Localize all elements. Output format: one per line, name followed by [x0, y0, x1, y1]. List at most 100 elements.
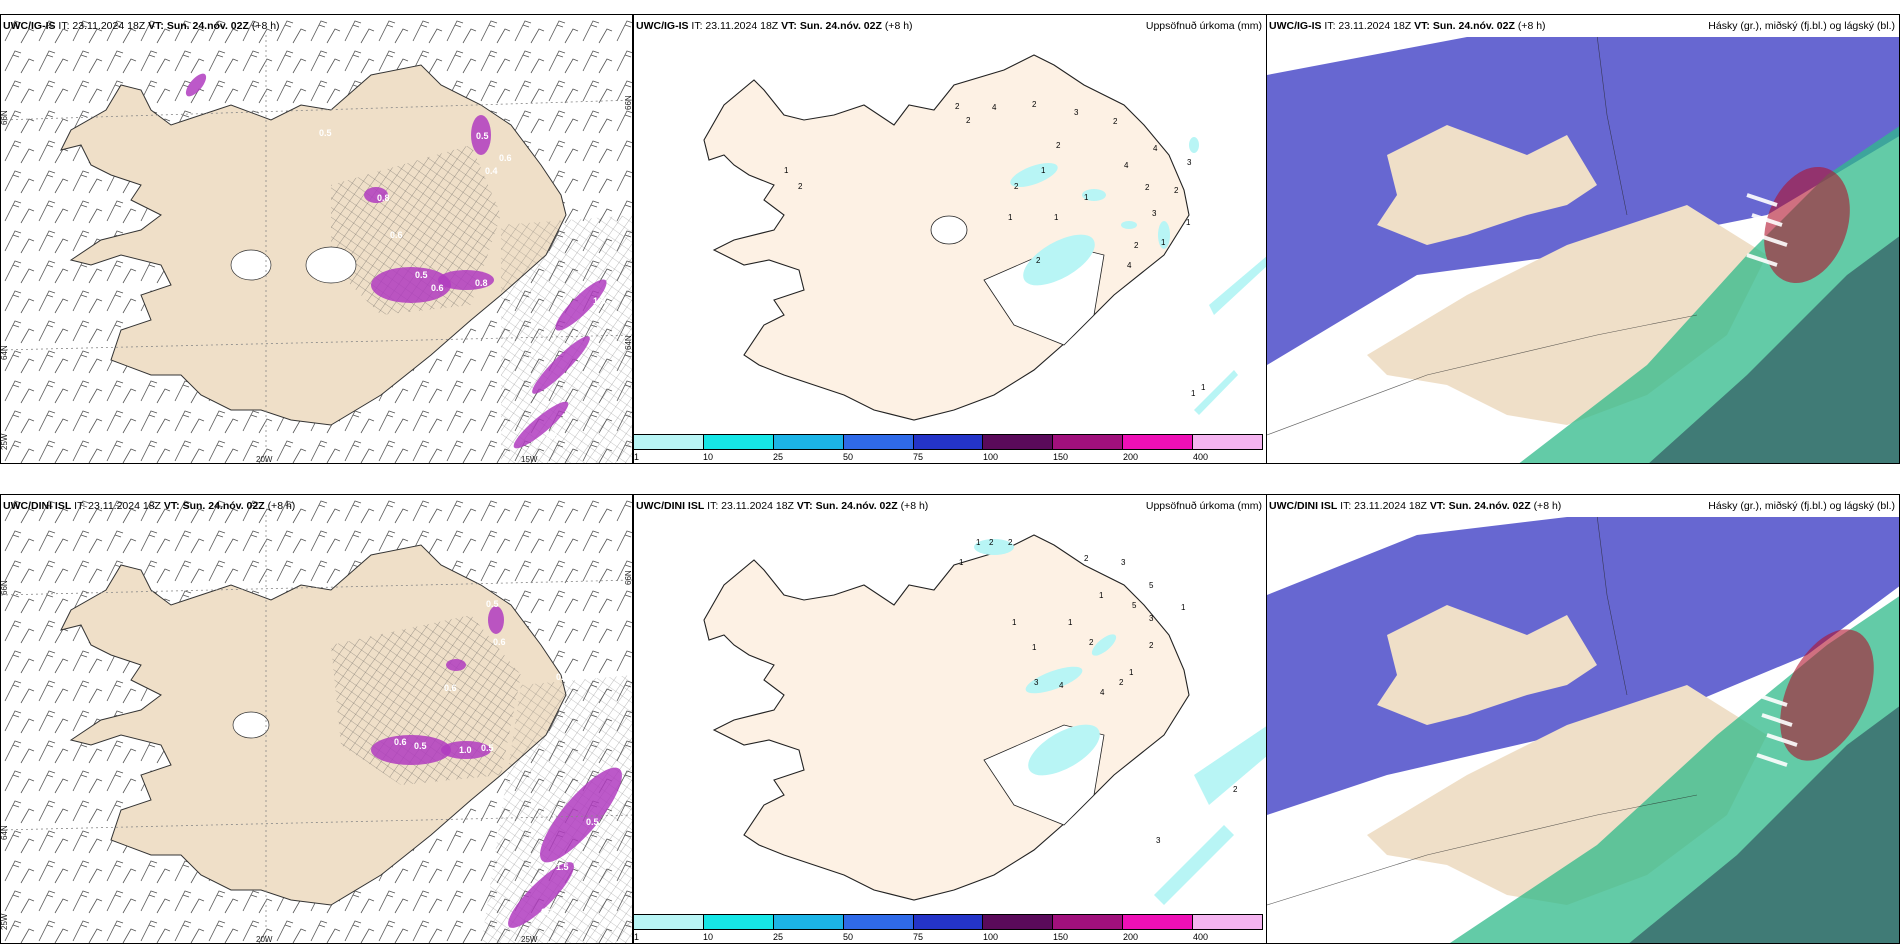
- colorbar-tick: 200: [1123, 452, 1139, 462]
- colorbar-swatch: [1123, 435, 1194, 449]
- colorbar-tick: 50: [843, 932, 854, 942]
- iceland-land: [703, 534, 1190, 901]
- precip-label: 1: [1161, 238, 1166, 247]
- snow-label: 0.6: [493, 637, 506, 647]
- panel-subtitle: Hásky (gr.), miðský (fj.bl.) og lágský (…: [1708, 20, 1895, 32]
- precip-label: 3: [1152, 209, 1157, 218]
- precip-label: 3: [1156, 836, 1161, 845]
- precip-label: 1: [1181, 603, 1186, 612]
- snow-label: 0.5: [481, 743, 494, 753]
- snow-label: 0.6: [499, 153, 512, 163]
- precip-colorbar-bottom: [633, 914, 1263, 930]
- snow-label: 1.0: [459, 745, 472, 755]
- precip-label: 5: [1149, 581, 1154, 590]
- precip-label: 2: [989, 538, 994, 547]
- precip-label: 1: [1008, 213, 1013, 222]
- precip-label: 4: [1059, 681, 1064, 690]
- colorbar-swatch: [1053, 435, 1124, 449]
- precip-label: 5: [1132, 601, 1137, 610]
- panel-clouds-dini: UWC/DINI ISL IT: 23.11.2024 18Z VT: Sun.…: [1266, 494, 1900, 944]
- wind-map: 66N 66N 64N 25W 20W 25W 0.5 0.6 0.5 0.6 …: [1, 495, 633, 944]
- panel-subtitle: Uppsöfnuð úrkoma (mm): [1145, 500, 1262, 512]
- precip-label: 3: [1187, 158, 1192, 167]
- lon-label-15w: 25W: [521, 935, 538, 944]
- snow-label: 0.8: [377, 193, 390, 203]
- cloud-map: [1267, 514, 1899, 943]
- colorbar-swatch: [843, 435, 914, 449]
- precip-label: 1: [1099, 591, 1104, 600]
- precip-label: 1: [784, 166, 789, 175]
- precip-label: 1: [1191, 389, 1196, 398]
- colorbar-swatch: [983, 435, 1054, 449]
- snow-label: 0.6: [444, 683, 457, 693]
- precip-label: 2: [1014, 182, 1019, 191]
- snow-label: 0.5: [586, 817, 599, 827]
- precip-colorbar-top: [633, 434, 1263, 450]
- precip-label: 2: [1134, 241, 1139, 250]
- snow-label: 0.5: [319, 128, 332, 138]
- snow-label: 0.5: [476, 131, 489, 141]
- precip-label: 2: [1036, 256, 1041, 265]
- snow-label: 0.5: [415, 270, 428, 280]
- precip-label: 2: [1149, 641, 1154, 650]
- precip-label: 4: [1100, 688, 1105, 697]
- wind-map: 66N 66N 64N 64N 25W 20W 15W 0.5 0.5 0.4 …: [1, 15, 632, 463]
- precip-label: 2: [1113, 117, 1118, 126]
- colorbar-swatch: [634, 915, 704, 929]
- snow-label: 0.4: [485, 166, 498, 176]
- colorbar-tick: 150: [1053, 932, 1069, 942]
- colorbar-swatch: [843, 915, 914, 929]
- panel-header: UWC/IG-IS IT: 23.11.2024 18Z VT: Sun. 24…: [1267, 15, 1899, 37]
- colorbar-swatch: [1053, 915, 1124, 929]
- lon-label-20w: 20W: [256, 935, 273, 944]
- precip-label: 4: [1153, 144, 1158, 153]
- colorbar-swatch: [773, 915, 844, 929]
- colorbar-swatch: [983, 915, 1054, 929]
- precip-label: 1: [1068, 618, 1073, 627]
- colorbar-tick: 400: [1193, 932, 1209, 942]
- panel-subtitle: Uppsöfnuð úrkoma (mm): [1145, 20, 1262, 32]
- precip-label: 1: [1129, 668, 1134, 677]
- precip-label: 2: [1032, 100, 1037, 109]
- snow-label: 0.5: [486, 599, 499, 609]
- colorbar-tick: 1: [634, 932, 640, 942]
- precip-label: 2: [955, 102, 960, 111]
- cloud-map: [1267, 34, 1899, 463]
- precip-label: 1: [1012, 618, 1017, 627]
- snow-label: 0.2: [541, 907, 554, 917]
- snow-label: 0.6: [394, 737, 407, 747]
- precip-label: 4: [1127, 261, 1132, 270]
- precip-colorbar-ticks-top: 1 10 25 50 75 100 150 200 400: [633, 452, 1263, 464]
- colorbar-tick: 25: [773, 932, 784, 942]
- panel-clouds-ig: UWC/IG-IS IT: 23.11.2024 18Z VT: Sun. 24…: [1266, 14, 1900, 464]
- colorbar-tick: 200: [1123, 932, 1139, 942]
- colorbar-swatch: [1193, 435, 1263, 449]
- panel-wind-ig: UWC/IG-IS IT: 23.11.2024 18Z VT: Sun. 24…: [0, 14, 633, 464]
- precip-label: 3: [1074, 108, 1079, 117]
- precip-label: 1: [1041, 166, 1046, 175]
- lat-label-64n-left: 64N: [1, 825, 9, 840]
- colorbar-tick: 75: [913, 932, 924, 942]
- precip-label: 2: [1233, 785, 1238, 794]
- colorbar-swatch: [703, 915, 774, 929]
- snow-label: 0.2: [556, 672, 569, 682]
- lat-label-64n-left: 64N: [1, 345, 9, 360]
- colorbar-tick: 100: [983, 452, 999, 462]
- precip-map: 1 2 2 1 2 3 5 1 5 1 3 1 1 2 1 2 3 4 4 1 …: [703, 534, 1266, 905]
- precip-label: 2: [1008, 538, 1013, 547]
- precip-label: 1: [1186, 218, 1191, 227]
- precip-label: 4: [1124, 161, 1129, 170]
- snow-label: 0.6: [390, 230, 403, 240]
- precip-label: 2: [1145, 183, 1150, 192]
- lat-label-66n-right: 66N: [624, 570, 633, 585]
- snow-label: 0.8: [475, 278, 488, 288]
- panel-header: UWC/DINI ISL IT: 23.11.2024 18Z VT: Sun.…: [3, 500, 296, 512]
- colorbar-tick: 1: [634, 452, 640, 462]
- precip-label: 3: [1149, 614, 1154, 623]
- panel-header: UWC/IG-IS IT: 23.11.2024 18Z VT: Sun. 24…: [634, 15, 1266, 37]
- lon-label-25w: 25W: [1, 433, 9, 450]
- precip-map: 1 2 2 2 4 3 2 4 2 4 2 2 2 1 1 1 1 1 3 2 …: [703, 54, 1266, 421]
- colorbar-swatch: [913, 915, 984, 929]
- snow-label: 0.5: [546, 431, 559, 441]
- colorbar-tick: 10: [703, 932, 714, 942]
